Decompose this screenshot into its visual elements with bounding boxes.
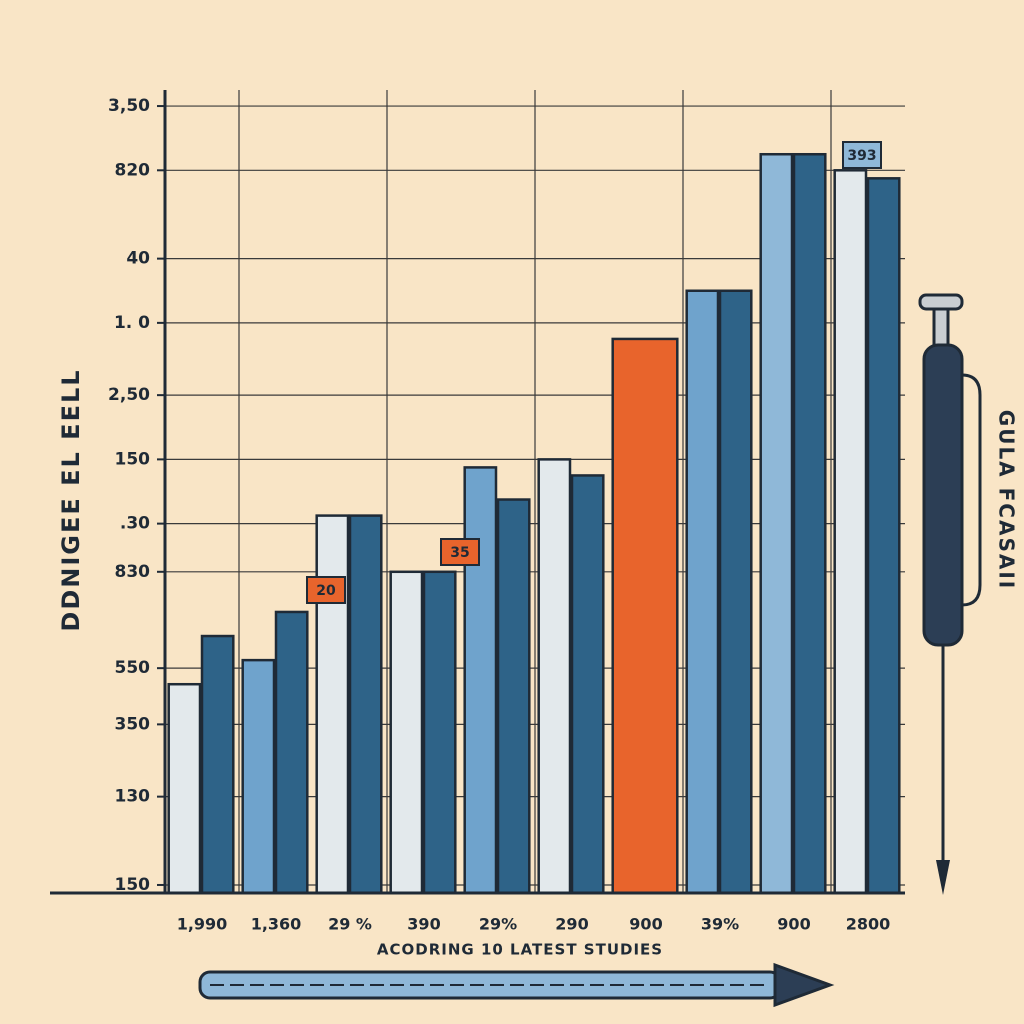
- x-tick-label: 2800: [846, 915, 891, 934]
- x-tick-label: 900: [777, 915, 810, 934]
- syringe-decoration: [918, 293, 982, 895]
- x-tick-label: 39%: [701, 915, 739, 934]
- bars: [167, 152, 901, 895]
- x-tick-label: 29%: [479, 915, 517, 934]
- annotation-box: [842, 141, 882, 169]
- arrow-decoration: [198, 962, 835, 1008]
- y-tick-label: 1. 0: [114, 313, 150, 333]
- x-tick-label: 900: [629, 915, 662, 934]
- grid: [165, 90, 905, 893]
- annotation-box: [306, 576, 346, 604]
- bar: [389, 570, 424, 895]
- y-tick-label: 830: [115, 562, 151, 582]
- annotation: 393: [847, 148, 876, 164]
- bar: [718, 289, 753, 895]
- bar: [611, 337, 679, 895]
- bar: [537, 458, 572, 895]
- bar: [200, 634, 235, 895]
- y-tick-label: 550: [115, 658, 151, 678]
- x-tick-label: 1,990: [177, 915, 228, 934]
- x-axis-title: ACODRING 10 LATEST STUDIES: [377, 941, 663, 959]
- y-tick-label: 150: [115, 875, 151, 895]
- bar: [866, 177, 901, 895]
- bar: [463, 466, 498, 895]
- bar: [241, 658, 276, 895]
- annotation: 20: [316, 583, 336, 599]
- y-tick-label: 40: [126, 249, 150, 269]
- bar: [167, 682, 202, 895]
- bar: [685, 289, 720, 895]
- side-label: GULA FCASAII: [995, 410, 1019, 590]
- bar: [759, 152, 794, 895]
- bar: [422, 570, 457, 895]
- y-tick-label: 3,50: [108, 96, 150, 116]
- x-tick-label: 29 %: [328, 915, 372, 934]
- y-tick-label: 820: [115, 160, 151, 180]
- annotation-box: [440, 538, 480, 566]
- y-tick-label: .30: [120, 514, 150, 534]
- y-tick-label: 150: [115, 449, 151, 469]
- bar: [315, 514, 350, 895]
- y-axis-title: DDNIGEE EL EELL: [57, 368, 85, 631]
- bar: [496, 498, 531, 895]
- bar: [274, 610, 309, 895]
- x-tick-label: 290: [555, 915, 588, 934]
- bar: [833, 169, 868, 895]
- y-tick-label: 350: [115, 714, 151, 734]
- bar: [348, 514, 383, 895]
- x-tick-label: 390: [407, 915, 440, 934]
- x-tick-label: 1,360: [251, 915, 302, 934]
- y-tick-label: 2,50: [108, 385, 150, 405]
- bar: [792, 152, 827, 895]
- y-tick-label: 130: [115, 787, 151, 807]
- annotation: 35: [450, 545, 469, 561]
- bar: [570, 474, 605, 895]
